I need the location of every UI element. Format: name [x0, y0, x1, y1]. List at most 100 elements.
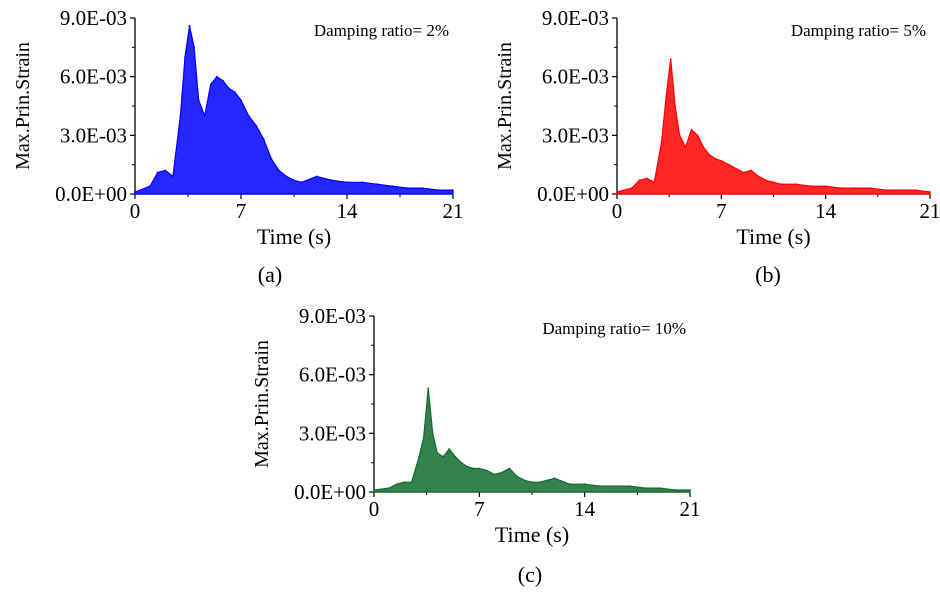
panel-caption-c: (c) — [500, 562, 560, 588]
data-point-c-0-29 — [614, 485, 616, 487]
data-point-c-0-6 — [423, 436, 425, 438]
x-tick-label-a-0: 0 — [130, 199, 141, 223]
data-point-c-0-18 — [494, 474, 496, 476]
data-point-b-0-34 — [929, 191, 931, 193]
data-point-b-0-16 — [720, 160, 722, 162]
data-point-c-0-15 — [472, 468, 474, 470]
data-point-a-0-27 — [346, 181, 348, 183]
data-point-b-0-18 — [735, 168, 737, 170]
y-tick-label-a-0: 0.0E+00 — [55, 182, 127, 206]
data-point-c-0-22 — [524, 479, 526, 481]
data-point-b-0-6 — [665, 95, 667, 97]
y-tick-label-a-3: 9.0E-03 — [60, 6, 127, 30]
panel-caption-b: (b) — [738, 262, 798, 288]
data-point-a-0-24 — [301, 181, 303, 183]
y-tick-label-c-3: 9.0E-03 — [299, 304, 366, 328]
data-point-a-0-34 — [452, 189, 454, 191]
data-point-c-0-32 — [659, 487, 661, 489]
x-tick-label-b-1: 7 — [716, 199, 727, 223]
data-point-a-0-11 — [210, 84, 212, 86]
data-point-c-0-17 — [486, 470, 488, 472]
data-point-b-0-19 — [743, 172, 745, 174]
data-point-c-0-30 — [629, 485, 631, 487]
data-point-c-0-34 — [689, 489, 691, 491]
data-point-c-0-21 — [516, 476, 518, 478]
data-point-a-0-15 — [234, 91, 236, 93]
series-area-a-0 — [135, 26, 453, 194]
x-tick-label-c-0: 0 — [369, 497, 380, 521]
data-point-b-0-33 — [914, 189, 916, 191]
y-axis-title-a: Max.Prin.Strain — [12, 42, 34, 170]
x-tick-label-c-3: 21 — [680, 497, 701, 521]
data-point-a-0-33 — [437, 189, 439, 191]
data-point-a-0-1 — [149, 185, 151, 187]
annotation-a: Damping ratio= 2% — [314, 21, 449, 40]
data-point-a-0-22 — [286, 176, 288, 178]
x-axis-title-a: Time (s) — [257, 224, 331, 249]
data-point-a-0-4 — [172, 176, 174, 178]
data-point-a-0-12 — [216, 76, 218, 78]
data-point-a-0-10 — [204, 115, 206, 117]
data-point-c-0-9 — [436, 452, 438, 454]
y-tick-label-c-1: 3.0E-03 — [299, 421, 366, 445]
data-point-c-0-7 — [427, 388, 429, 390]
data-point-b-0-29 — [855, 187, 857, 189]
panel-caption-a: (a) — [240, 262, 300, 288]
data-point-b-0-31 — [884, 189, 886, 191]
y-tick-label-b-0: 0.0E+00 — [537, 182, 609, 206]
x-tick-label-b-0: 0 — [612, 199, 623, 223]
data-point-b-0-9 — [679, 134, 681, 136]
data-point-c-0-11 — [448, 448, 450, 450]
x-tick-label-b-2: 14 — [815, 199, 837, 223]
data-point-b-0-28 — [840, 187, 842, 189]
data-point-b-0-23 — [773, 181, 775, 183]
x-tick-label-c-2: 14 — [574, 497, 596, 521]
data-point-c-0-5 — [418, 456, 420, 458]
data-point-a-0-13 — [222, 80, 224, 82]
x-tick-label-a-1: 7 — [236, 199, 247, 223]
data-point-a-0-17 — [248, 115, 250, 117]
data-point-b-0-15 — [715, 158, 717, 160]
data-point-c-0-26 — [569, 483, 571, 485]
data-point-b-0-8 — [674, 105, 676, 107]
data-point-c-0-16 — [478, 468, 480, 470]
x-tick-label-c-1: 7 — [474, 497, 485, 521]
data-point-c-0-3 — [403, 481, 405, 483]
data-point-c-0-23 — [531, 481, 533, 483]
data-point-b-0-0 — [616, 191, 618, 193]
data-point-b-0-5 — [661, 140, 663, 142]
series-area-b-0 — [617, 59, 930, 194]
data-point-a-0-19 — [263, 138, 265, 140]
data-point-a-0-5 — [180, 115, 182, 117]
data-point-a-0-32 — [422, 187, 424, 189]
data-point-c-0-0 — [373, 489, 375, 491]
data-point-a-0-20 — [270, 158, 272, 160]
y-tick-label-b-1: 3.0E-03 — [542, 123, 609, 147]
data-point-a-0-2 — [157, 172, 159, 174]
data-point-a-0-18 — [255, 125, 257, 127]
data-point-b-0-4 — [653, 181, 655, 183]
data-point-c-0-10 — [442, 456, 444, 458]
data-point-c-0-33 — [674, 489, 676, 491]
data-point-c-0-24 — [539, 481, 541, 483]
data-point-b-0-10 — [685, 146, 687, 148]
data-point-a-0-9 — [198, 99, 200, 101]
data-point-b-0-3 — [646, 178, 648, 180]
data-point-b-0-12 — [697, 134, 699, 136]
data-point-b-0-27 — [825, 185, 827, 187]
data-point-c-0-2 — [396, 483, 398, 485]
y-tick-label-c-2: 6.0E-03 — [299, 363, 366, 387]
data-point-b-0-7 — [670, 58, 672, 60]
data-point-c-0-27 — [584, 483, 586, 485]
data-point-b-0-13 — [703, 146, 705, 148]
x-tick-label-b-3: 21 — [920, 199, 940, 223]
data-point-a-0-30 — [392, 185, 394, 187]
data-point-b-0-21 — [758, 176, 760, 178]
annotation-c: Damping ratio= 10% — [542, 319, 686, 338]
annotation-b: Damping ratio= 5% — [791, 21, 926, 40]
data-point-b-0-2 — [639, 179, 641, 181]
data-point-c-0-1 — [388, 487, 390, 489]
data-point-a-0-6 — [184, 56, 186, 58]
data-point-a-0-14 — [228, 88, 230, 90]
